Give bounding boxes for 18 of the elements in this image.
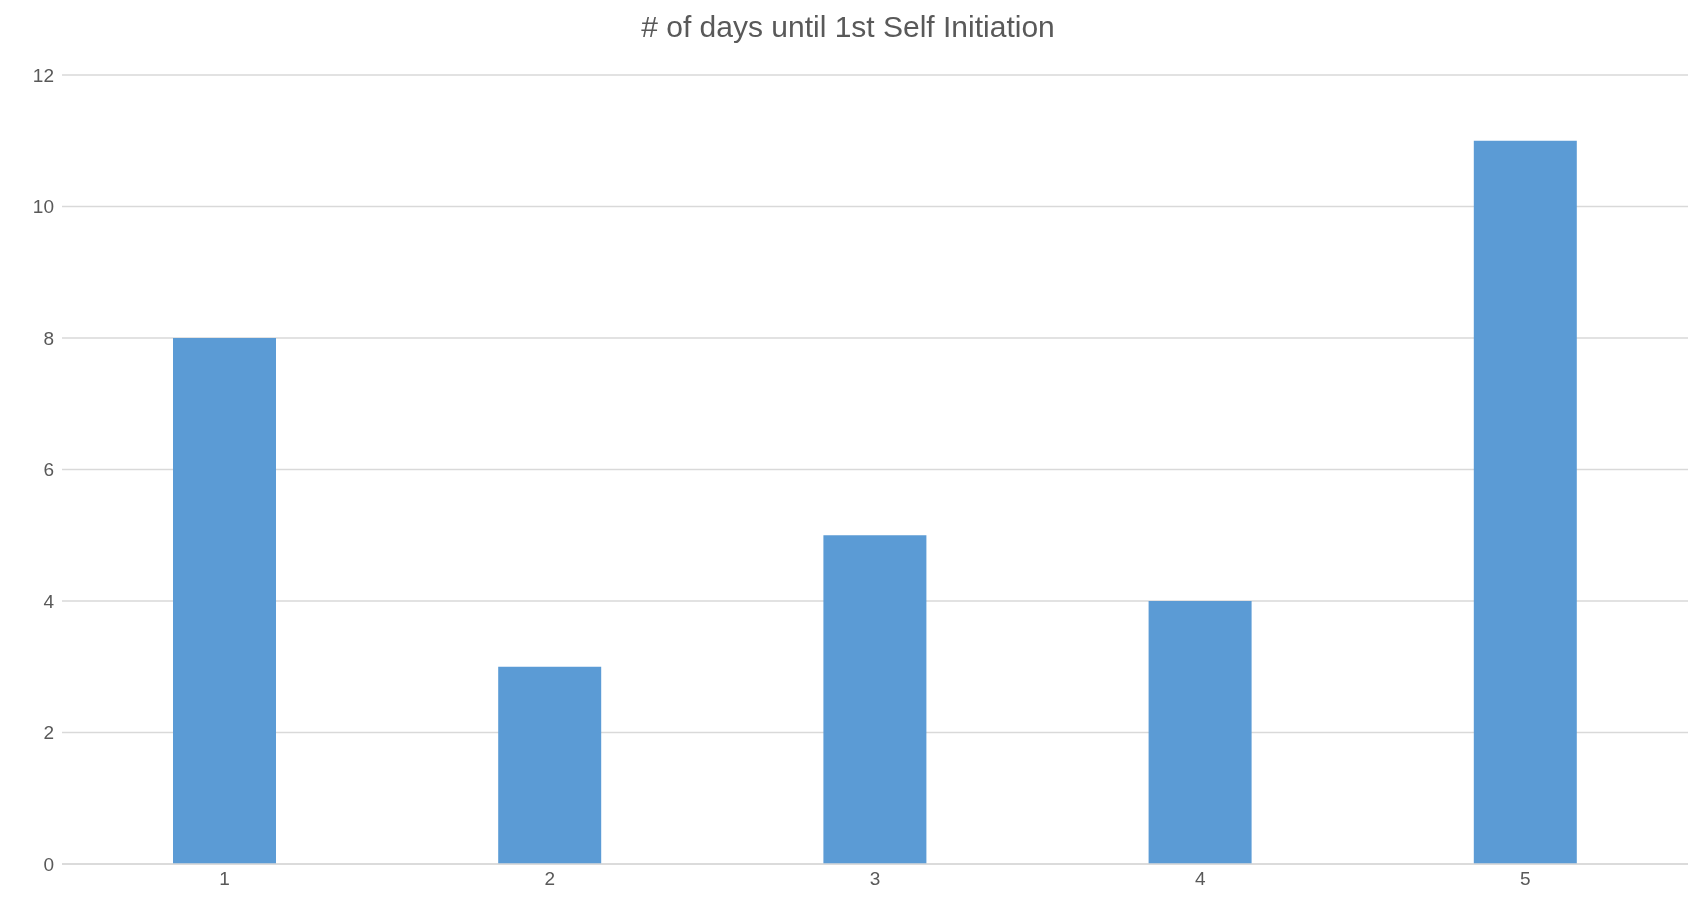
y-tick-label: 4 <box>43 590 55 612</box>
bar <box>1473 140 1577 864</box>
y-tick-label: 2 <box>43 722 54 744</box>
x-tick-label: 2 <box>544 868 556 890</box>
chart-title: # of days until 1st Self Initiation <box>640 9 1056 45</box>
y-tick-label: 6 <box>43 459 54 481</box>
y-tick-label: 10 <box>32 196 54 218</box>
bar <box>1148 601 1252 864</box>
x-tick-label: 4 <box>1194 868 1206 890</box>
y-tick-label: 12 <box>32 64 54 86</box>
y-tick-label: 0 <box>43 853 54 875</box>
bar <box>823 535 927 864</box>
x-tick-label: 5 <box>1520 868 1531 890</box>
x-tick-label: 1 <box>219 868 230 890</box>
y-tick-label: 8 <box>43 327 54 349</box>
bar <box>498 666 602 864</box>
x-tick-label: 3 <box>869 868 881 890</box>
bar <box>173 338 276 864</box>
